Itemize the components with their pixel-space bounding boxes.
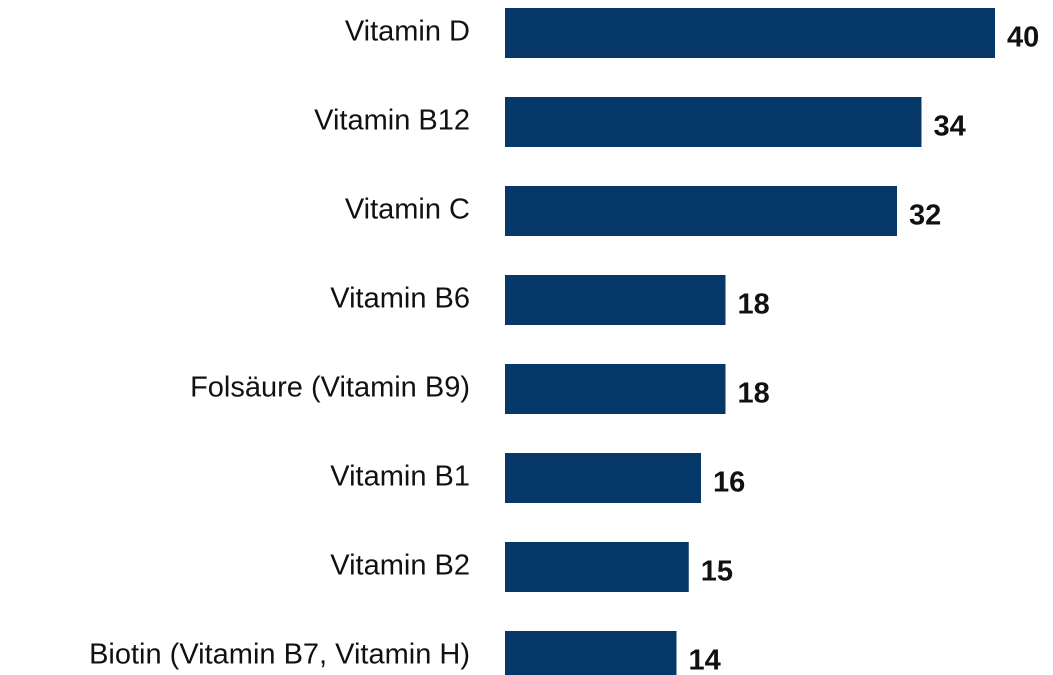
category-label: Vitamin B1 [330, 461, 470, 493]
value-label: 18 [738, 289, 770, 321]
value-label: 34 [934, 111, 966, 143]
bar [505, 275, 726, 325]
bar [505, 364, 726, 414]
bar [505, 186, 897, 236]
value-label: 15 [701, 556, 733, 588]
category-label: Vitamin B2 [330, 550, 470, 582]
category-label: Vitamin B12 [314, 105, 470, 137]
value-label: 40 [1007, 22, 1039, 54]
category-label: Vitamin B6 [330, 283, 470, 315]
value-label: 16 [713, 467, 745, 499]
category-label: Biotin (Vitamin B7, Vitamin H) [89, 639, 470, 671]
value-label: 18 [738, 378, 770, 410]
category-label: Folsäure (Vitamin B9) [190, 372, 470, 404]
category-label: Vitamin D [345, 16, 470, 48]
bar [505, 631, 677, 675]
bar [505, 542, 689, 592]
bar [505, 97, 922, 147]
bar [505, 8, 995, 58]
value-label: 14 [689, 645, 721, 675]
category-label: Vitamin C [345, 194, 470, 226]
bar [505, 453, 701, 503]
value-label: 32 [909, 200, 941, 232]
